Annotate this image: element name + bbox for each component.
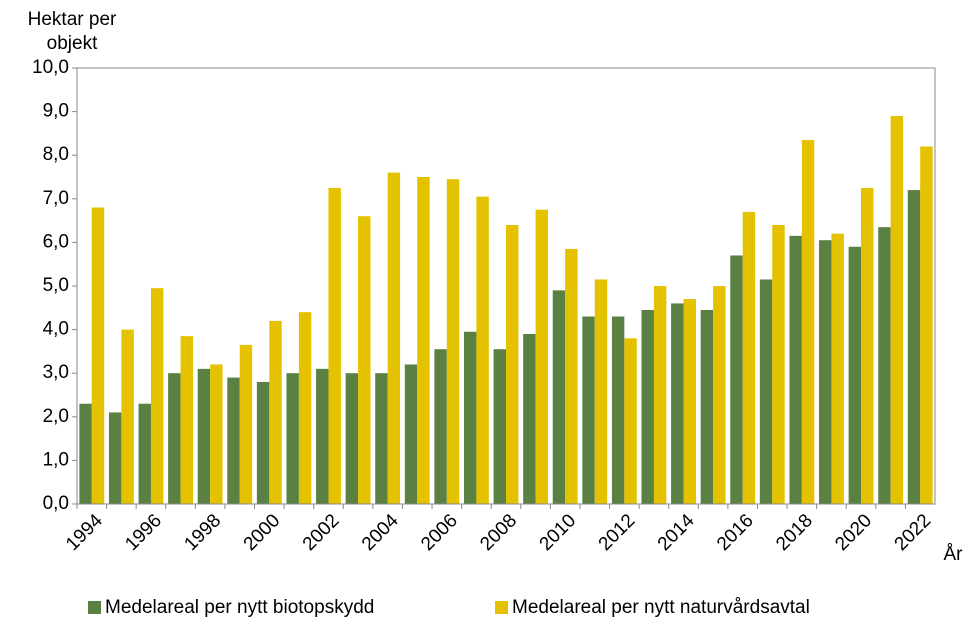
bar bbox=[108, 412, 122, 504]
bar bbox=[920, 146, 933, 505]
bar bbox=[91, 207, 105, 504]
bar bbox=[286, 373, 299, 504]
bar bbox=[506, 224, 519, 504]
bar bbox=[387, 172, 401, 504]
legend-swatch bbox=[495, 601, 508, 614]
bar bbox=[535, 209, 549, 504]
bar bbox=[358, 216, 371, 505]
y-tick-label: 1,0 bbox=[43, 449, 69, 470]
bar bbox=[683, 299, 696, 504]
bar bbox=[831, 233, 844, 504]
y-tick-label: 7,0 bbox=[43, 188, 69, 209]
bar bbox=[653, 286, 667, 504]
bar bbox=[417, 177, 430, 504]
bar bbox=[345, 373, 359, 504]
bar bbox=[713, 286, 726, 504]
legend-label: Medelareal per nytt naturvårdsavtal bbox=[512, 597, 810, 618]
bar bbox=[79, 403, 92, 504]
y-tick-label: 0,0 bbox=[43, 493, 69, 514]
bar bbox=[138, 403, 151, 504]
bar bbox=[197, 368, 211, 504]
bar bbox=[150, 288, 164, 504]
bar bbox=[298, 312, 312, 504]
bar bbox=[180, 336, 193, 504]
bar bbox=[446, 179, 460, 504]
bar bbox=[772, 224, 785, 504]
y-tick-label: 8,0 bbox=[43, 144, 69, 165]
bar bbox=[907, 190, 921, 504]
x-tick-label: 2008 bbox=[476, 510, 521, 555]
x-tick-label: 2022 bbox=[891, 510, 936, 555]
bar bbox=[239, 344, 253, 504]
bar bbox=[168, 373, 181, 504]
bar bbox=[789, 235, 802, 505]
bar bbox=[256, 381, 270, 504]
bar bbox=[730, 255, 743, 504]
y-tick-label: 9,0 bbox=[43, 101, 69, 122]
bar bbox=[582, 316, 595, 504]
y-tick-label: 6,0 bbox=[43, 231, 69, 252]
bar bbox=[523, 333, 536, 504]
bar bbox=[404, 364, 418, 504]
bar bbox=[493, 349, 506, 504]
bar bbox=[641, 309, 654, 504]
bar bbox=[878, 227, 891, 504]
bar bbox=[801, 139, 815, 504]
bar bbox=[463, 331, 477, 504]
plot-frame bbox=[76, 67, 936, 505]
x-tick-label: 2020 bbox=[831, 510, 876, 555]
x-tick-label: 2004 bbox=[358, 510, 403, 555]
bar bbox=[269, 320, 282, 504]
y-tick-label: 5,0 bbox=[43, 275, 69, 296]
x-tick-label: 2012 bbox=[595, 510, 640, 555]
x-tick-label: 1998 bbox=[180, 510, 225, 555]
legend-label: Medelareal per nytt biotopskydd bbox=[105, 597, 374, 618]
x-tick-label: 2016 bbox=[713, 510, 758, 555]
x-tick-label: 2014 bbox=[654, 510, 699, 555]
bar bbox=[328, 187, 341, 504]
bar bbox=[700, 309, 714, 504]
bar bbox=[434, 349, 447, 504]
legend-swatch bbox=[88, 601, 101, 614]
x-tick-label: 2010 bbox=[536, 510, 581, 555]
x-tick-label: 2006 bbox=[417, 510, 462, 555]
x-tick-label: 2002 bbox=[299, 510, 344, 555]
x-axis-title: År bbox=[944, 544, 964, 565]
bar bbox=[565, 248, 578, 504]
bar bbox=[890, 115, 904, 505]
bar bbox=[742, 211, 756, 504]
bar bbox=[375, 373, 388, 504]
y-tick-label: 3,0 bbox=[43, 362, 69, 383]
y-tick-label: 4,0 bbox=[43, 319, 69, 340]
bar bbox=[210, 364, 223, 504]
bar bbox=[594, 279, 608, 504]
bar bbox=[759, 279, 773, 504]
bar bbox=[476, 196, 489, 504]
y-axis-title: Hektar per objekt bbox=[27, 9, 117, 54]
bar bbox=[316, 368, 329, 504]
bar bbox=[227, 377, 240, 504]
bar bbox=[552, 290, 566, 504]
bar bbox=[624, 338, 637, 504]
bar bbox=[121, 329, 134, 504]
y-tick-label: 10,0 bbox=[32, 57, 69, 78]
bar bbox=[819, 240, 832, 504]
x-tick-label: 1994 bbox=[62, 510, 107, 555]
bar bbox=[861, 187, 874, 504]
bar bbox=[671, 303, 684, 504]
bar bbox=[611, 316, 625, 504]
bar bbox=[848, 246, 862, 504]
x-tick-label: 2000 bbox=[240, 510, 285, 555]
x-tick-label: 2018 bbox=[772, 510, 817, 555]
y-tick-label: 2,0 bbox=[43, 406, 69, 427]
x-tick-label: 1996 bbox=[121, 510, 166, 555]
